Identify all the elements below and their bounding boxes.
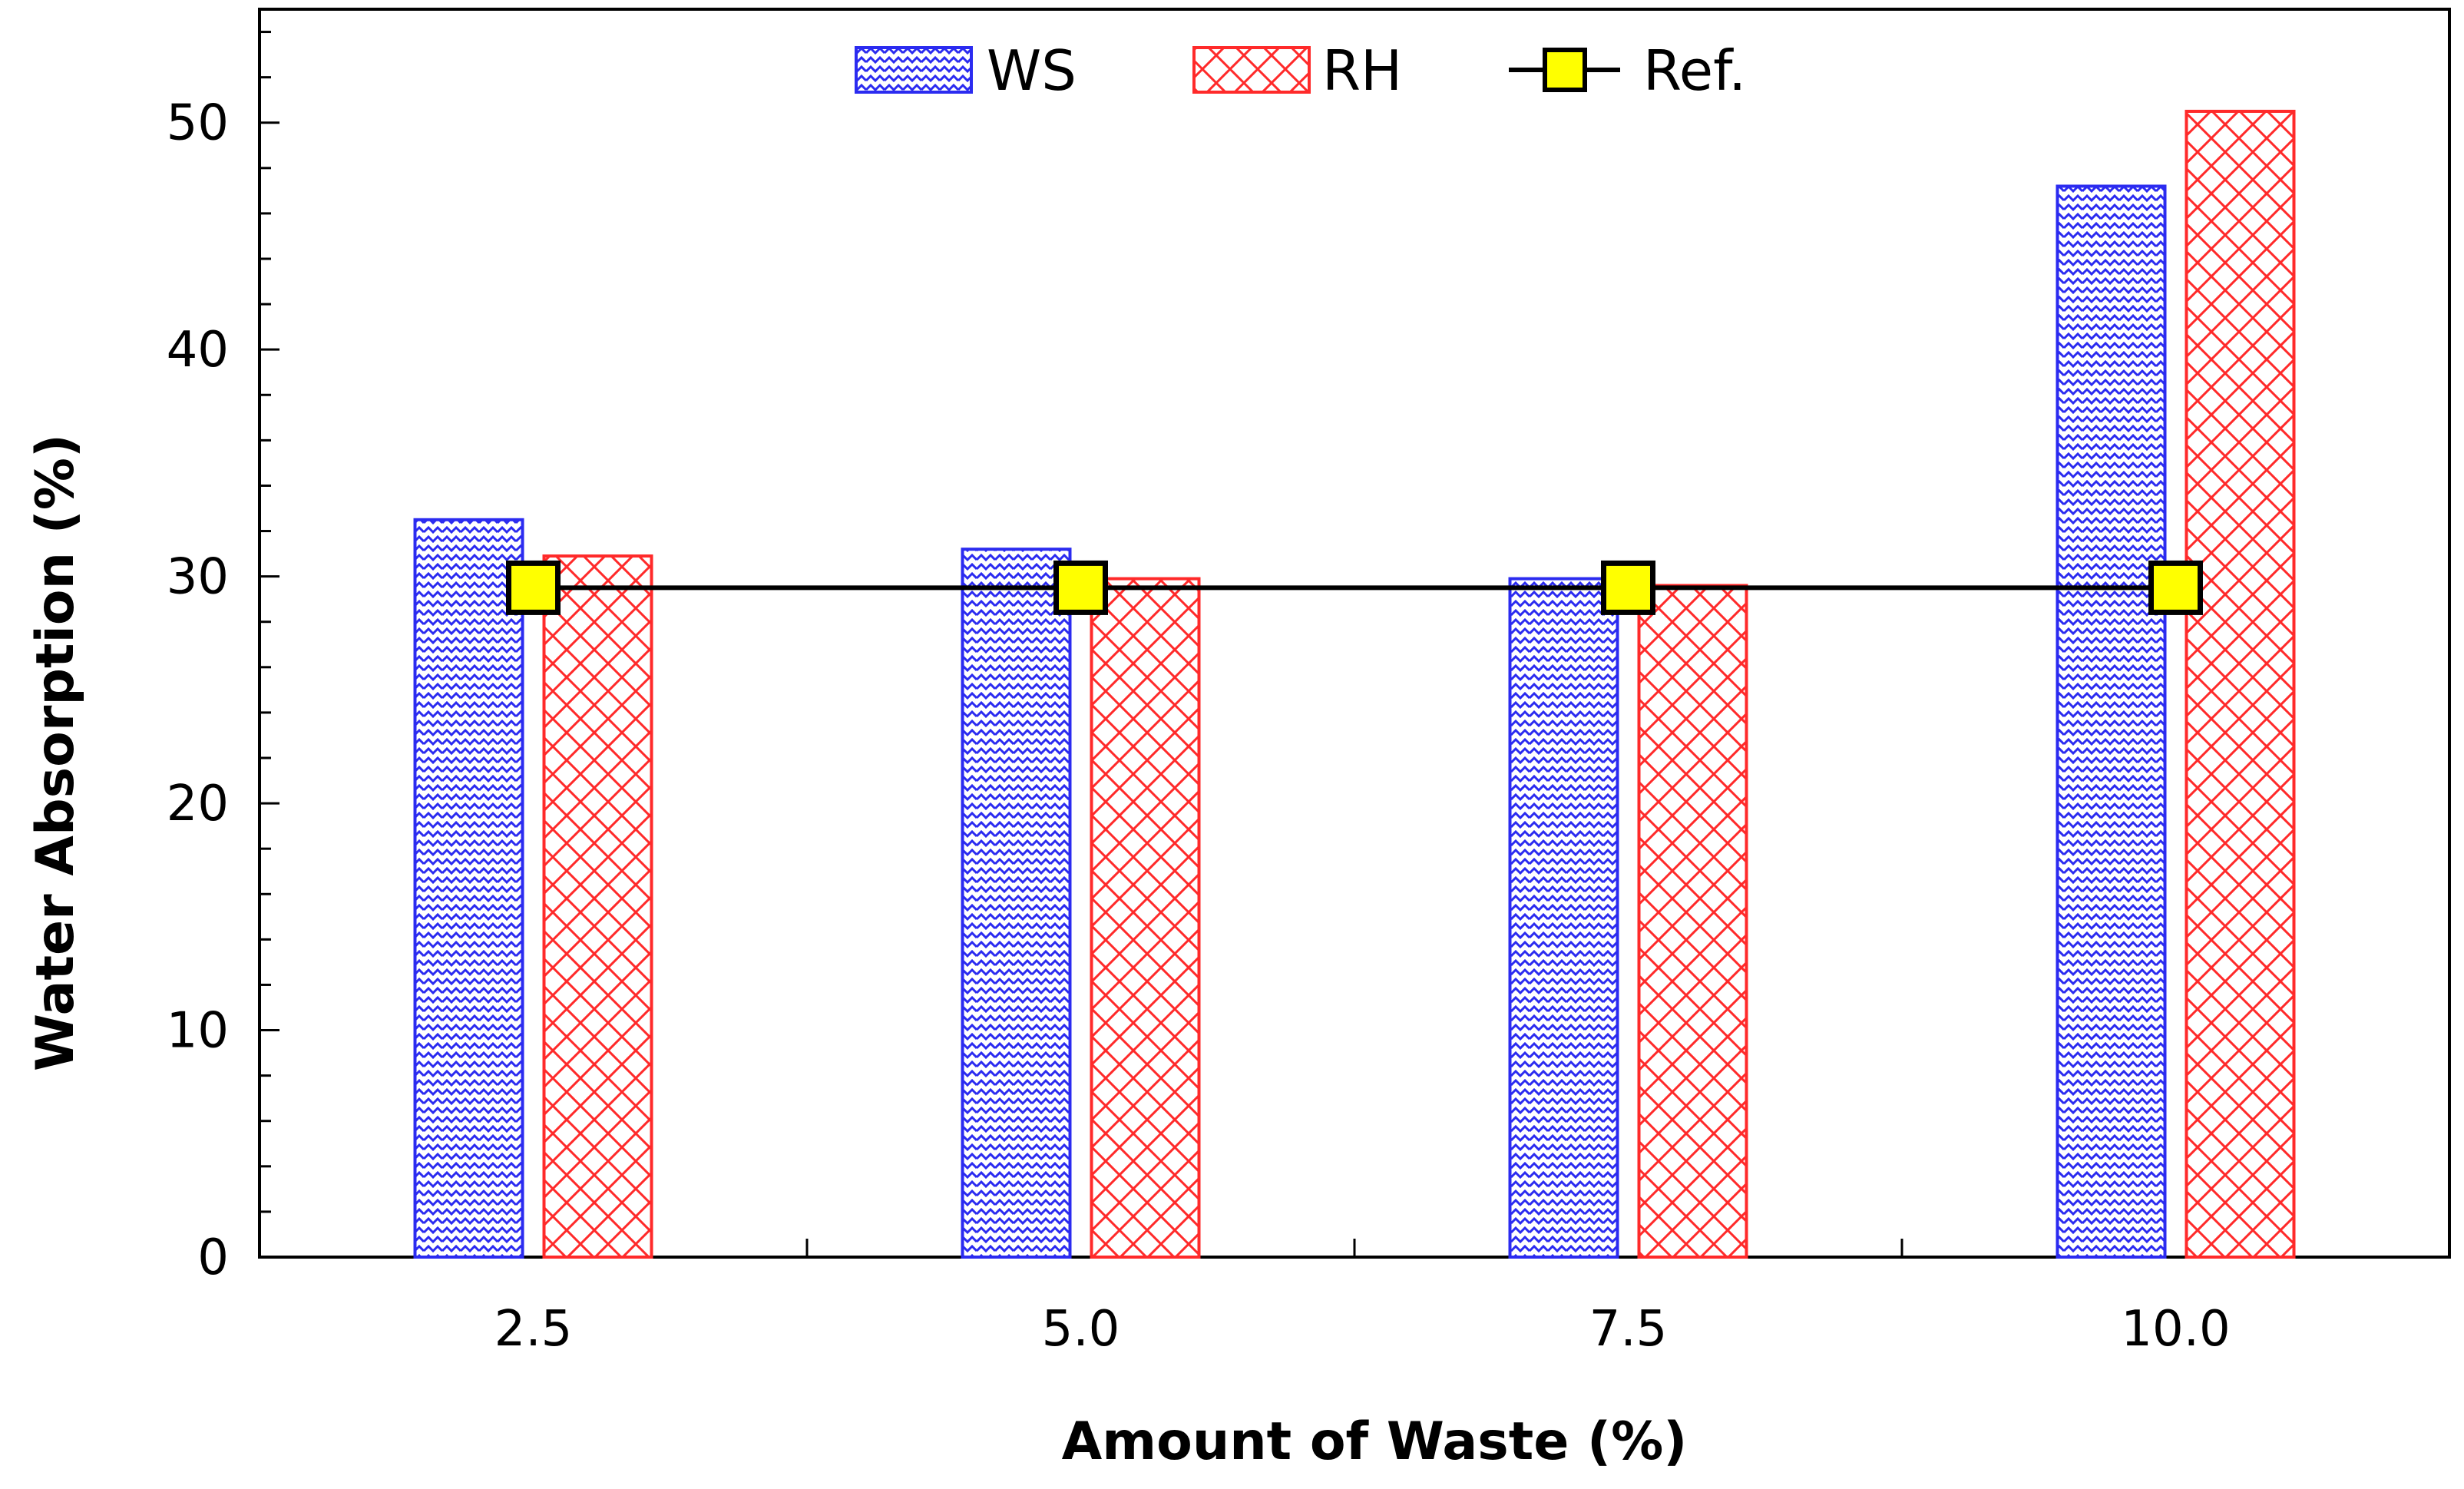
- bar-ws: [413, 518, 524, 1259]
- y-tick-label: 10: [167, 1003, 229, 1060]
- bar-rh: [2185, 109, 2296, 1259]
- legend-label-ws: WS: [987, 38, 1077, 103]
- ref-marker: [2148, 560, 2203, 615]
- bars-group: [413, 109, 2296, 1259]
- ref-marker: [506, 560, 561, 615]
- x-tick-label: 7.5: [1589, 1301, 1668, 1358]
- legend-label-rh: RH: [1322, 38, 1402, 103]
- y-tick-label: 40: [167, 322, 229, 379]
- bar-rh: [1090, 577, 1201, 1259]
- legend-swatch-rh: [1192, 46, 1311, 94]
- ref-series-group: [506, 560, 2203, 615]
- legend-swatch-ws: [855, 46, 973, 94]
- y-tick-label: 50: [167, 95, 229, 152]
- legend-marker-ref: [1543, 48, 1587, 92]
- bar-rh: [542, 554, 653, 1259]
- ref-marker: [1053, 560, 1108, 615]
- bar-ws: [1508, 577, 1619, 1259]
- y-tick-label: 0: [197, 1229, 229, 1286]
- axes-group: 0 10 20 30 40 50 2.5 5.0 7.5 10.0: [167, 31, 2231, 1358]
- x-axis-title: Amount of Waste (%): [1062, 1411, 1688, 1472]
- y-axis-title: Water Absorption (%): [25, 434, 86, 1071]
- bar-ws: [2056, 184, 2167, 1259]
- x-tick-label: 10.0: [2121, 1301, 2231, 1358]
- legend: WS RH Ref.: [855, 38, 1746, 103]
- y-tick-label: 30: [167, 549, 229, 606]
- y-tick-label: 20: [167, 776, 229, 832]
- x-tick-label: 2.5: [494, 1301, 573, 1358]
- ref-marker: [1601, 560, 1655, 615]
- x-tick-label: 5.0: [1042, 1301, 1120, 1358]
- bar-rh: [1637, 584, 1748, 1259]
- legend-label-ref: Ref.: [1643, 38, 1746, 103]
- bar-ws: [961, 548, 1072, 1259]
